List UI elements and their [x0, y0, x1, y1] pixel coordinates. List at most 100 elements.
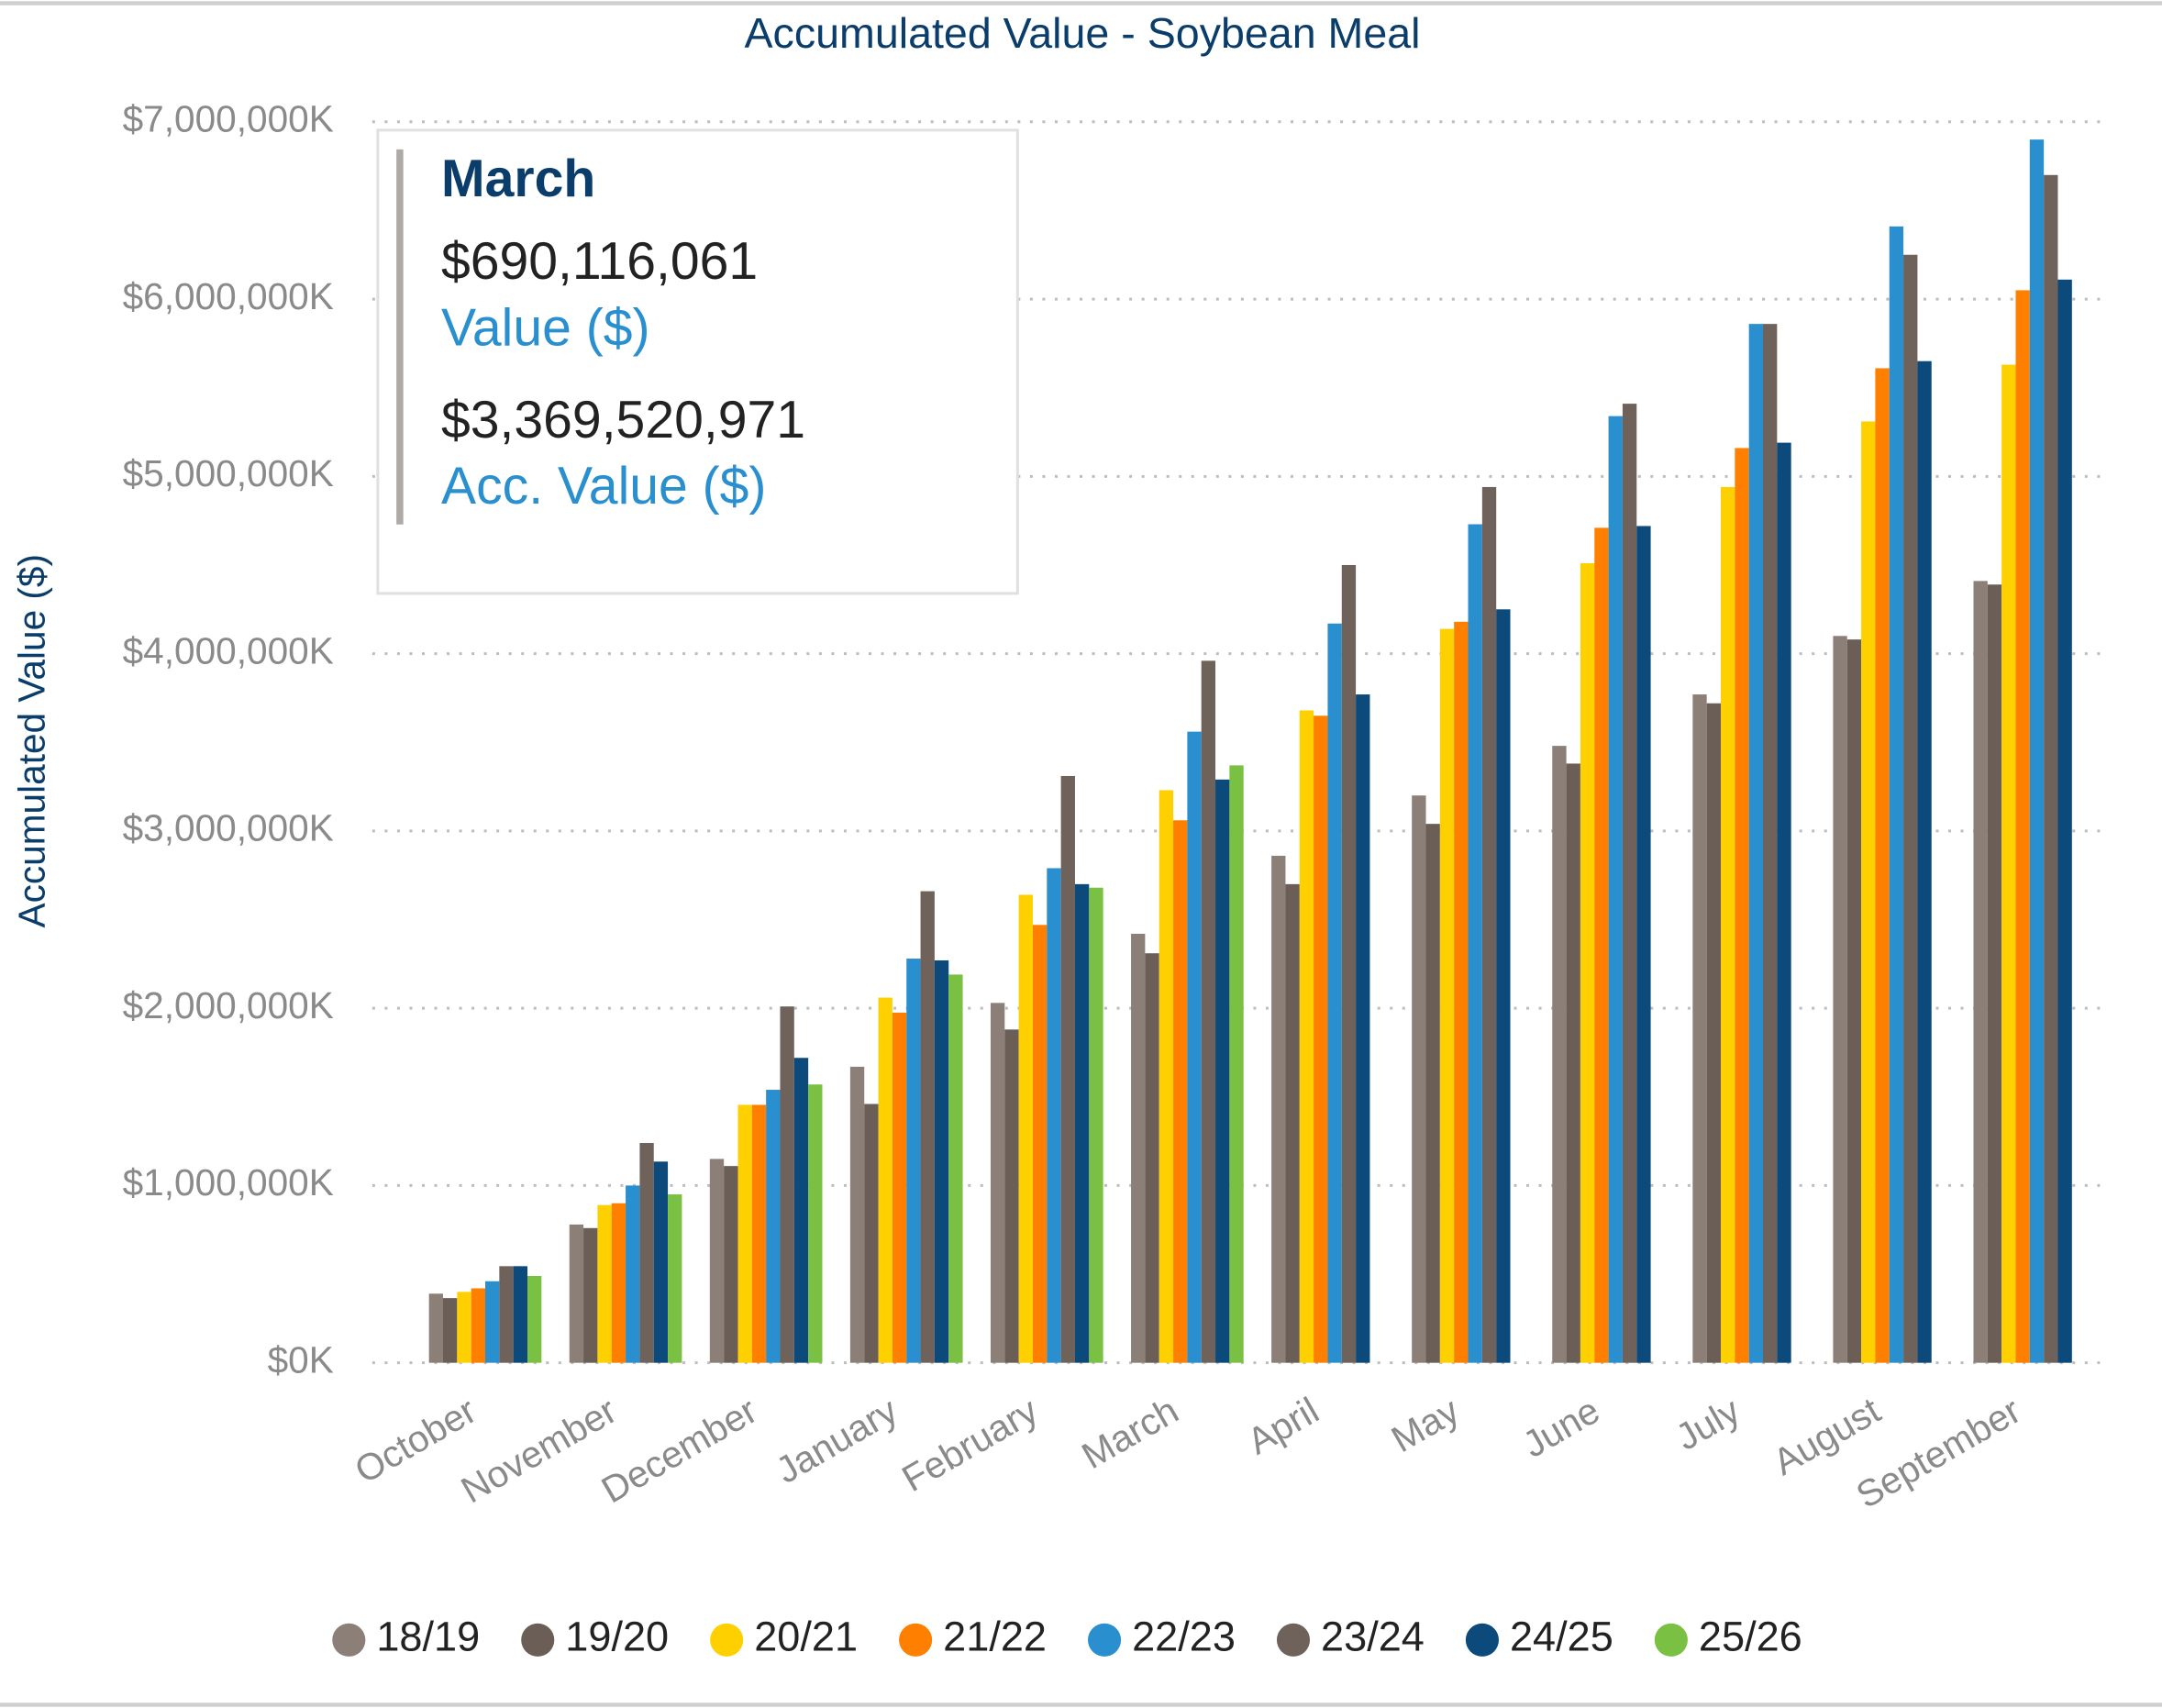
bar	[724, 1166, 738, 1363]
y-axis-title: Accumulated Value ($)	[10, 554, 52, 927]
bar	[766, 1090, 781, 1363]
bar	[2044, 174, 2058, 1363]
legend-marker	[332, 1623, 366, 1657]
bar	[653, 1161, 669, 1363]
tooltip-title: March	[441, 150, 595, 208]
tooltip-label: Acc. Value ($)	[441, 457, 766, 516]
legend-marker	[1654, 1623, 1688, 1657]
bar	[1735, 448, 1749, 1363]
bar	[849, 1066, 865, 1363]
bar	[626, 1185, 640, 1363]
y-tick-label: $1,000,000K	[123, 1161, 334, 1203]
bar	[484, 1281, 500, 1363]
bar	[2015, 290, 2030, 1363]
bar	[1468, 524, 1482, 1363]
bar	[1131, 933, 1146, 1363]
bar	[1846, 639, 1862, 1363]
legend-marker	[1088, 1623, 1122, 1657]
bar	[1636, 526, 1651, 1363]
bar	[878, 997, 893, 1363]
bar	[1692, 694, 1707, 1363]
chart-title: Accumulated Value - Soybean Meal	[744, 9, 1420, 57]
bar	[428, 1293, 443, 1363]
bar	[1341, 564, 1357, 1363]
bar	[1089, 887, 1103, 1363]
bar	[1833, 636, 1847, 1363]
bar	[1271, 855, 1286, 1363]
bar	[597, 1204, 612, 1363]
bar	[1074, 883, 1090, 1363]
bar	[737, 1104, 752, 1363]
x-tick-label: November	[454, 1389, 624, 1511]
bar	[1721, 486, 1735, 1363]
bar	[1004, 1029, 1019, 1363]
bar	[751, 1104, 767, 1363]
bar	[668, 1194, 682, 1363]
legend-marker	[521, 1623, 555, 1657]
bar	[1748, 324, 1764, 1363]
bar	[1917, 360, 1932, 1363]
bar	[1439, 628, 1455, 1363]
bar	[1973, 581, 1988, 1363]
bar	[1145, 953, 1159, 1363]
bar	[1356, 694, 1370, 1363]
x-tick-label: July	[1669, 1389, 1747, 1458]
x-tick-label: December	[594, 1389, 764, 1511]
tooltip-label: Value ($)	[441, 298, 649, 357]
x-tick-label: March	[1075, 1389, 1186, 1477]
legend-label: 22/23	[1132, 1614, 1236, 1660]
bar	[1173, 820, 1188, 1363]
bar	[1594, 527, 1609, 1363]
legend-label: 18/19	[376, 1614, 480, 1660]
bar	[892, 1012, 907, 1363]
y-tick-label: $5,000,000K	[123, 452, 334, 494]
legend-label: 23/24	[1321, 1614, 1425, 1660]
bar	[1454, 621, 1469, 1363]
legend-label: 20/21	[754, 1614, 858, 1660]
bar	[1706, 703, 1722, 1363]
x-tick-label: June	[1515, 1389, 1606, 1466]
y-tick-label: $4,000,000K	[123, 629, 334, 671]
bar	[2057, 279, 2072, 1363]
bar	[1496, 609, 1511, 1363]
bar	[1060, 775, 1075, 1363]
bar	[1159, 790, 1174, 1363]
legend-label: 25/26	[1699, 1614, 1802, 1660]
bar	[1622, 404, 1637, 1363]
bar	[1608, 416, 1623, 1363]
legend-label: 19/20	[565, 1614, 669, 1660]
bar	[583, 1227, 598, 1363]
bar	[1889, 226, 1904, 1363]
bar	[527, 1275, 542, 1363]
bar	[442, 1298, 458, 1363]
bar	[1777, 442, 1791, 1363]
y-tick-label: $0K	[268, 1338, 334, 1381]
bar	[780, 1006, 794, 1363]
y-tick-label: $7,000,000K	[123, 98, 334, 140]
bar	[1481, 486, 1497, 1363]
bar	[611, 1203, 626, 1363]
bar	[1552, 746, 1567, 1363]
bar	[990, 1003, 1005, 1363]
bar	[2001, 364, 2016, 1363]
legend-marker	[1276, 1623, 1311, 1657]
bar	[1763, 324, 1778, 1363]
tooltip-value: $3,369,520,971	[441, 391, 805, 449]
bar	[1018, 894, 1033, 1363]
bar	[948, 974, 963, 1363]
bar	[1327, 623, 1342, 1363]
bar	[569, 1224, 584, 1363]
bar	[1047, 868, 1061, 1363]
tooltip-value: $690,116,061	[441, 232, 758, 291]
bar	[1987, 584, 2002, 1363]
bar	[1299, 710, 1314, 1363]
y-tick-label: $3,000,000K	[123, 807, 334, 849]
bar	[1201, 660, 1216, 1363]
bar	[920, 891, 935, 1363]
bar	[864, 1104, 879, 1363]
legend-label: 21/22	[943, 1614, 1047, 1660]
bar	[1285, 883, 1300, 1363]
bar	[1314, 715, 1328, 1363]
